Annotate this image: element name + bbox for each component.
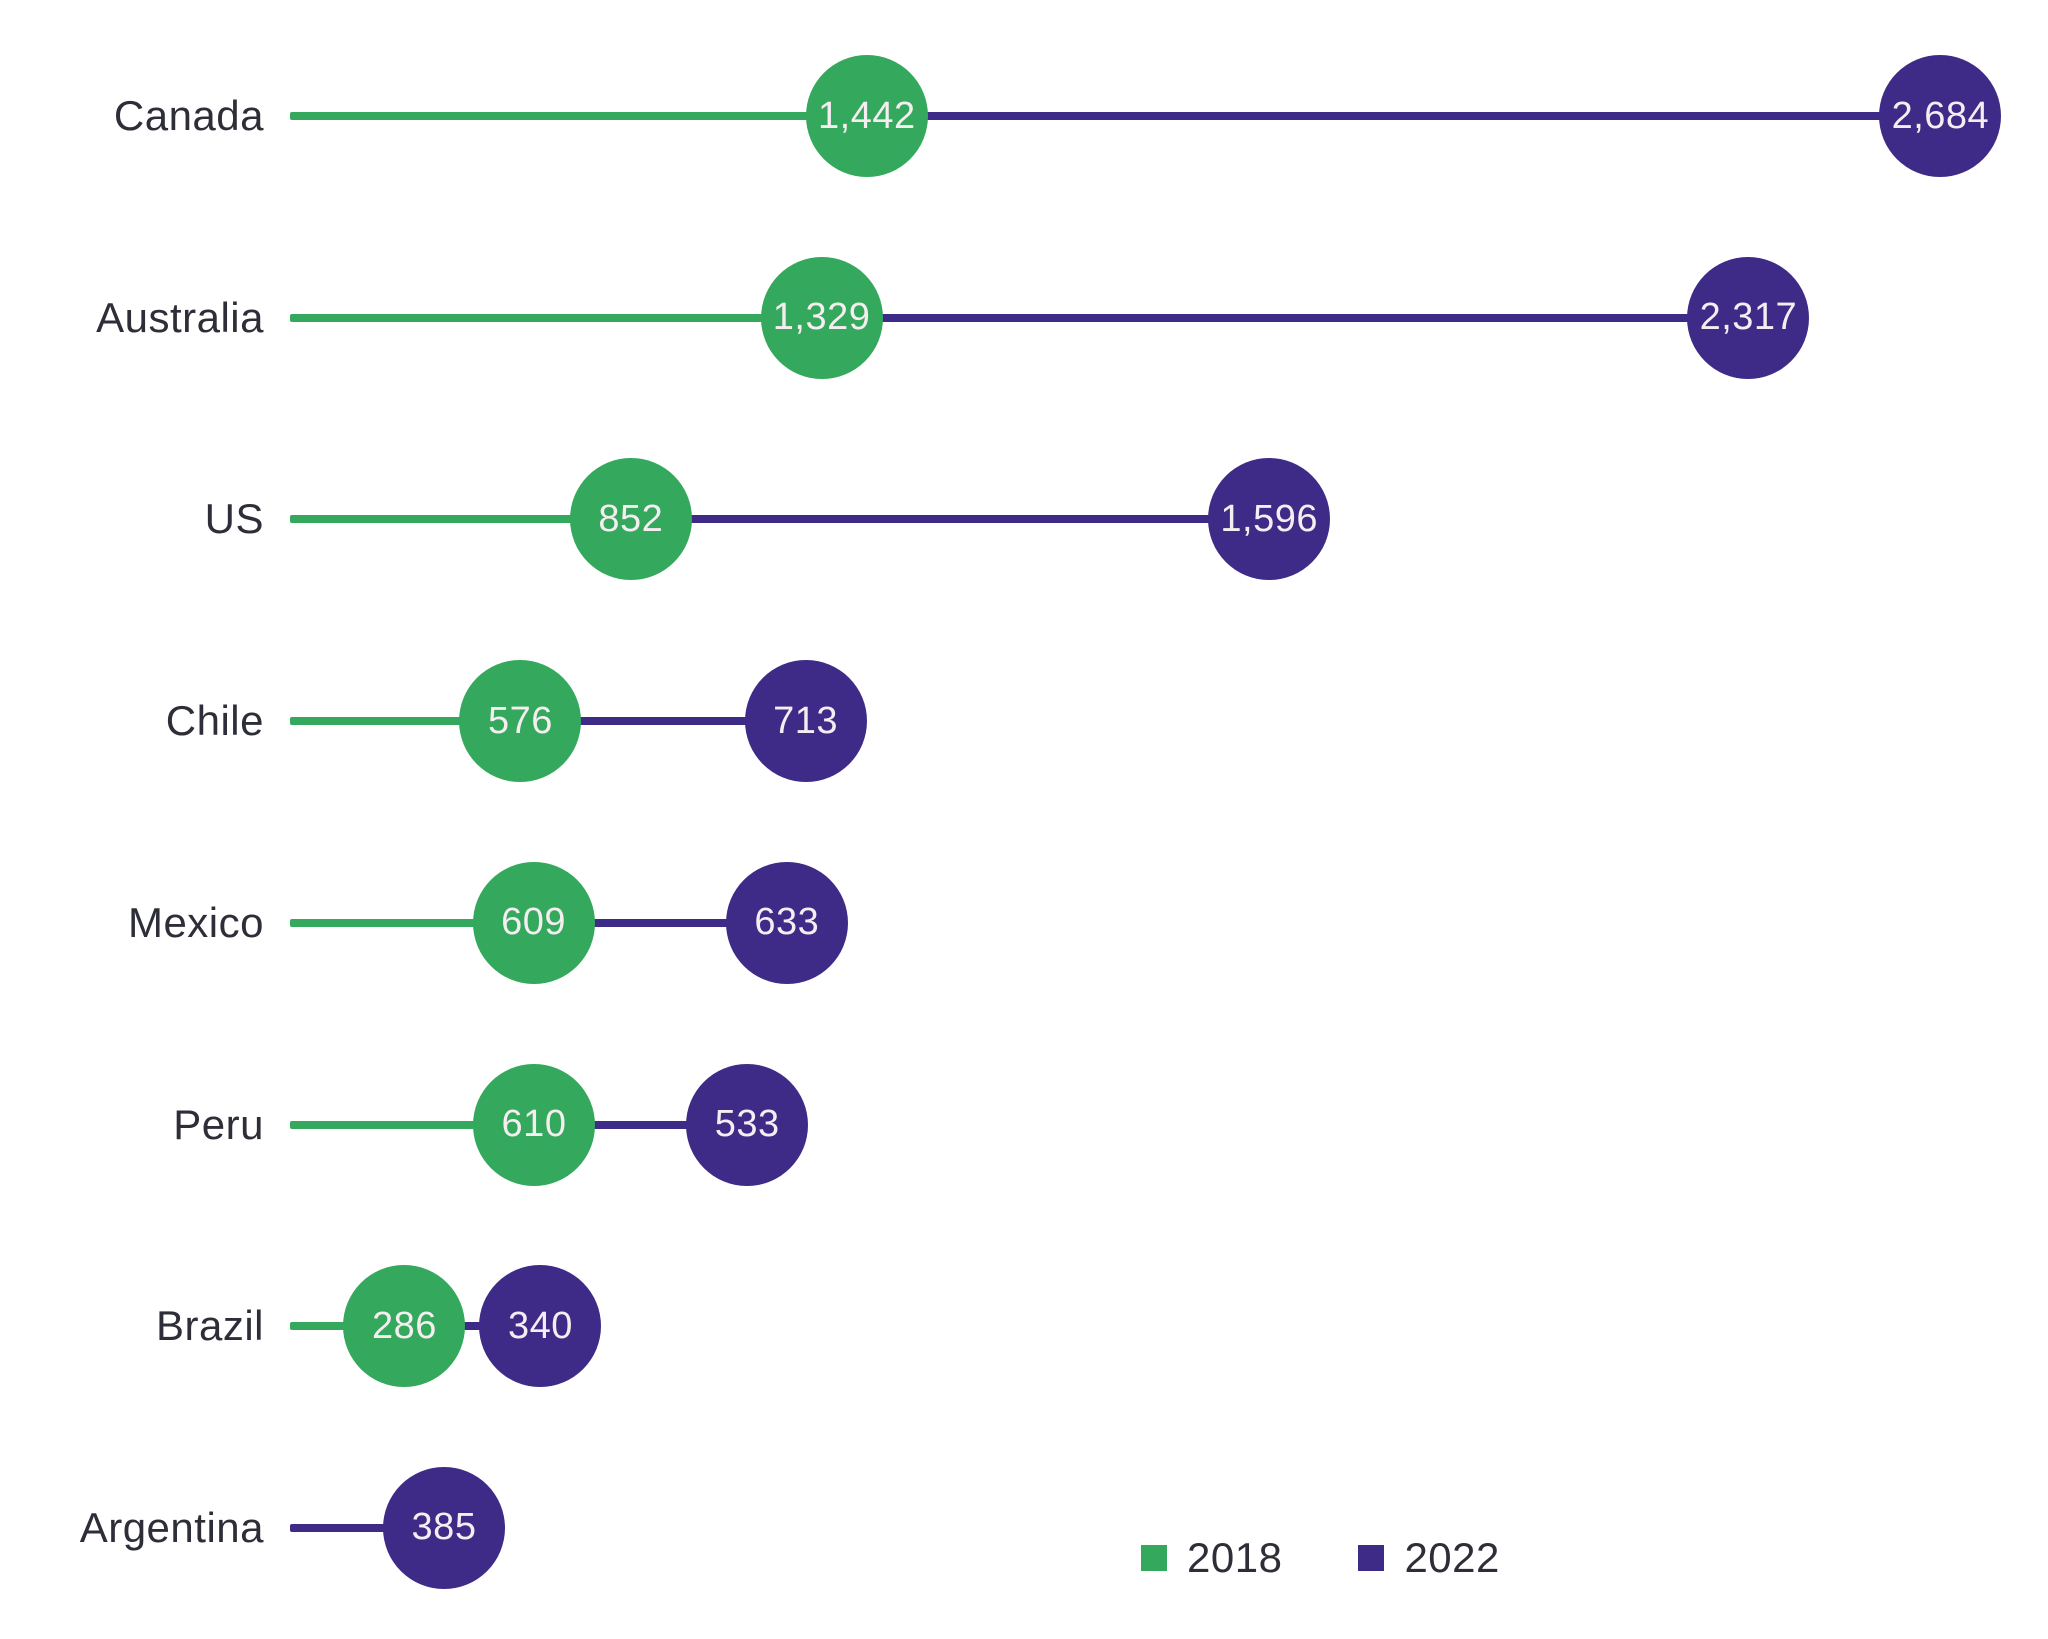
bubble-2022-chile-value: 713 <box>773 699 839 742</box>
line-2018-australia <box>290 313 822 322</box>
line-2018-chile <box>290 717 521 726</box>
line-2022-brazil <box>404 1322 541 1331</box>
line-2022-mexico <box>533 918 787 927</box>
bubble-2022-peru: 533 <box>686 1063 809 1186</box>
legend-swatch-2022-icon <box>1358 1545 1385 1571</box>
category-label-brazil: Brazil <box>155 1302 264 1350</box>
bubble-2022-brazil-value: 340 <box>507 1304 573 1347</box>
bubble-2022-mexico: 633 <box>725 861 848 984</box>
category-label-chile: Chile <box>165 697 264 745</box>
line-2018-canada <box>290 112 867 120</box>
legend-item-2022: 2022 <box>1358 1534 1499 1582</box>
bubble-2018-mexico-value: 609 <box>501 901 567 944</box>
bubble-2018-australia: 1,329 <box>760 256 883 379</box>
line-2018-us <box>290 515 631 524</box>
line-2022-australia <box>821 313 1749 322</box>
category-label-australia: Australia <box>96 293 264 341</box>
legend-label-2018: 2018 <box>1187 1534 1283 1581</box>
legend-swatch-2018-icon <box>1141 1545 1167 1571</box>
bubble-2018-canada-value: 1,442 <box>818 94 916 137</box>
category-label-us: US <box>204 495 264 543</box>
line-2022-canada <box>866 112 1941 120</box>
legend-label-2022: 2022 <box>1404 1534 1500 1581</box>
category-label-argentina: Argentina <box>79 1503 264 1551</box>
bubble-2018-brazil: 286 <box>343 1265 466 1388</box>
category-label-mexico: Mexico <box>127 898 264 946</box>
line-2022-peru <box>534 1120 748 1129</box>
bubble-2022-argentina-value: 385 <box>411 1506 477 1549</box>
bubble-2018-us-value: 852 <box>598 497 664 540</box>
bubble-2018-canada: 1,442 <box>805 55 928 177</box>
bubble-2022-argentina: 385 <box>383 1466 505 1589</box>
bubble-2022-brazil: 340 <box>479 1265 602 1388</box>
bubble-2022-australia-value: 2,317 <box>1699 296 1798 339</box>
bubble-2022-us: 1,596 <box>1208 458 1331 581</box>
legend-item-2018: 2018 <box>1141 1534 1282 1582</box>
bubble-2022-canada: 2,684 <box>1879 55 2002 177</box>
line-2022-us <box>630 515 1270 524</box>
line-2018-mexico <box>290 918 534 927</box>
line-2022-argentina <box>290 1523 444 1532</box>
bubble-2018-mexico: 609 <box>472 861 595 984</box>
bubble-2018-chile: 576 <box>459 660 582 783</box>
bubble-2018-australia-value: 1,329 <box>772 296 871 339</box>
line-2022-chile <box>520 717 806 726</box>
bubble-2022-australia: 2,317 <box>1687 256 1810 379</box>
bubble-2018-chile-value: 576 <box>487 699 553 742</box>
bubble-2022-peru-value: 533 <box>714 1103 780 1145</box>
bubble-2022-mexico-value: 633 <box>754 901 820 944</box>
bubble-2018-us: 852 <box>569 458 692 581</box>
bubble-2018-peru: 610 <box>473 1063 595 1186</box>
chart-legend: 2018 2022 <box>1141 1534 1500 1582</box>
bubble-2018-brazil-value: 286 <box>371 1304 437 1347</box>
category-label-canada: Canada <box>113 92 264 139</box>
bubble-2022-canada-value: 2,684 <box>1891 94 1990 137</box>
category-label-peru: Peru <box>173 1100 264 1148</box>
bubble-2022-chile: 713 <box>744 660 867 783</box>
bubble-2018-peru-value: 610 <box>501 1103 567 1145</box>
line-2018-peru <box>290 1120 534 1129</box>
bubble-2022-us-value: 1,596 <box>1220 497 1318 540</box>
